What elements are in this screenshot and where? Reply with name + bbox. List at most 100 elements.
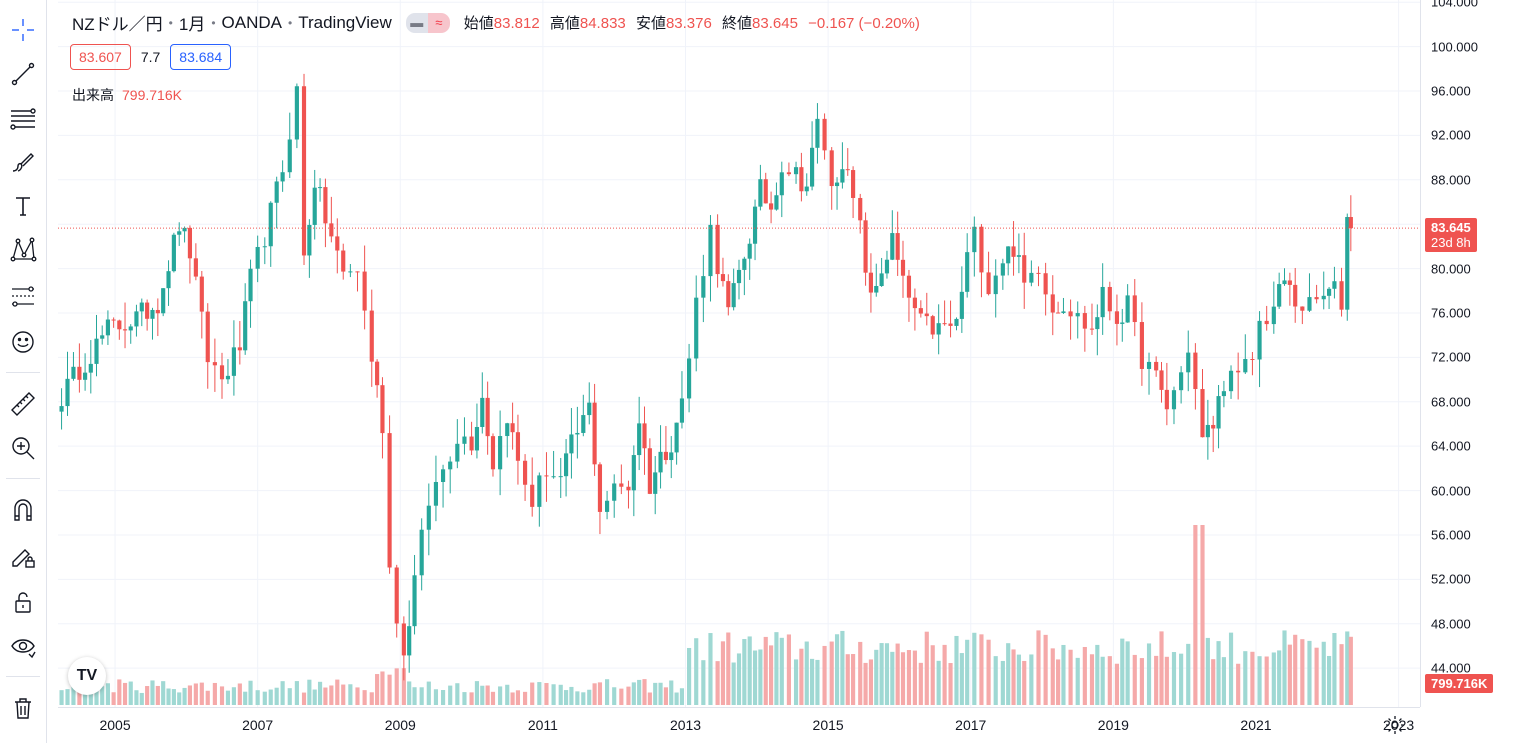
- interval-label[interactable]: 1月: [178, 15, 206, 34]
- volume-bar: [187, 685, 193, 705]
- candle-body: [918, 308, 923, 314]
- candle-body: [840, 169, 845, 183]
- time-tick-label: 2019: [1097, 717, 1129, 733]
- volume-bar: [193, 683, 198, 705]
- volume-bar: [1250, 651, 1255, 705]
- candle-body: [469, 436, 474, 451]
- volume-bar: [462, 692, 467, 705]
- eye-icon[interactable]: [7, 630, 39, 662]
- volume-bar: [918, 662, 923, 705]
- volume-bar: [1307, 640, 1312, 705]
- candle-body: [936, 323, 941, 335]
- symbol-name[interactable]: NZドル／円: [72, 15, 163, 34]
- tradingview-logo[interactable]: TV: [68, 657, 106, 695]
- volume-bar: [139, 692, 144, 705]
- candle-body: [1016, 255, 1021, 257]
- volume-bar: [993, 656, 998, 705]
- candle-body: [77, 366, 82, 380]
- candle-body: [1211, 424, 1216, 429]
- candle-body: [829, 150, 834, 187]
- time-tick-label: 2017: [955, 717, 987, 733]
- candle-body: [274, 181, 279, 203]
- price-axis[interactable]: 104.000100.00096.00092.00088.00084.00080…: [1420, 0, 1515, 707]
- volume-bar: [369, 692, 374, 705]
- volume-bar: [912, 650, 917, 705]
- candle-body: [1164, 389, 1169, 410]
- price-tick-label: 80.000: [1431, 261, 1471, 277]
- volume-bar: [419, 687, 424, 705]
- volume-bar: [612, 687, 617, 705]
- volume-bar: [1300, 639, 1305, 705]
- volume-bar: [972, 632, 977, 705]
- volume-tag: 799.716K: [1425, 674, 1494, 693]
- gear-icon[interactable]: [1384, 714, 1406, 736]
- compare-icon[interactable]: ≈: [427, 12, 450, 33]
- volume-bar: [485, 685, 490, 705]
- volume-bar: [1205, 637, 1210, 705]
- candle-body: [71, 366, 76, 379]
- volume-bar: [1345, 631, 1350, 705]
- emoji-icon[interactable]: [7, 326, 39, 358]
- pattern-icon[interactable]: [7, 234, 39, 266]
- candle-body: [845, 169, 850, 171]
- time-axis[interactable]: 2005 2007 2009 2011 2013 2015 2017 2019 2021 2023: [58, 707, 1420, 744]
- candle-body: [474, 426, 480, 451]
- volume-bar: [134, 690, 139, 705]
- candle-body: [1089, 328, 1095, 330]
- sell-button[interactable]: 83.607: [70, 44, 131, 70]
- volume-bar: [863, 662, 868, 705]
- candle-body: [631, 455, 636, 491]
- volume-bar: [840, 630, 845, 705]
- volume-bar: [1011, 649, 1016, 705]
- candle-body: [1061, 311, 1066, 313]
- volume-bar: [394, 668, 399, 705]
- candle-body: [979, 226, 984, 273]
- magnet-icon[interactable]: [7, 494, 39, 526]
- open-label: 始値: [463, 15, 494, 32]
- volume-bar: [906, 650, 912, 705]
- volume-bar: [490, 691, 496, 705]
- fib-icon[interactable]: [7, 102, 39, 134]
- price-tick-label: 44.000: [1431, 660, 1471, 676]
- candlestick-chart[interactable]: [58, 0, 1420, 707]
- legend-toggle-pill[interactable]: ▬ ≈: [405, 12, 450, 33]
- candle-body: [674, 422, 679, 453]
- zoom-in-icon[interactable]: [7, 432, 39, 464]
- volume-bar: [708, 633, 713, 705]
- time-tick-label: 2021: [1240, 717, 1272, 733]
- time-tick-label: 2009: [384, 717, 416, 733]
- candle-body: [747, 243, 752, 259]
- candle-body: [1257, 320, 1262, 360]
- brush-icon[interactable]: [7, 146, 39, 178]
- volume-bar: [237, 683, 242, 705]
- volume-bar: [505, 684, 510, 705]
- lock-drawing-icon[interactable]: [7, 540, 39, 572]
- candle-body: [248, 268, 253, 302]
- prediction-icon[interactable]: [7, 280, 39, 312]
- volume-bar: [335, 679, 340, 705]
- volume-bar: [551, 684, 556, 705]
- candle-body: [171, 234, 176, 272]
- text-icon[interactable]: [7, 190, 39, 222]
- candle-body: [1075, 313, 1080, 317]
- candle-body: [362, 271, 367, 311]
- toolbar-separator: [6, 676, 40, 677]
- candle-body: [1216, 396, 1221, 429]
- volume-bar: [687, 647, 692, 705]
- volume-bar: [592, 683, 597, 705]
- candle-body: [1293, 284, 1298, 307]
- volume-bar: [1193, 525, 1198, 705]
- volume-bar: [248, 680, 253, 705]
- candle-body: [851, 170, 856, 198]
- crosshair-icon[interactable]: [7, 14, 39, 46]
- ruler-icon[interactable]: [7, 388, 39, 420]
- trash-icon[interactable]: [7, 692, 39, 724]
- candle-body: [906, 275, 912, 298]
- trend-line-icon[interactable]: [7, 58, 39, 90]
- candle-body: [341, 250, 346, 272]
- lock-icon[interactable]: [7, 586, 39, 618]
- volume-bar: [1171, 652, 1177, 705]
- buy-button[interactable]: 83.684: [170, 44, 232, 70]
- candle-body: [822, 118, 827, 151]
- minus-icon[interactable]: ▬: [405, 12, 428, 33]
